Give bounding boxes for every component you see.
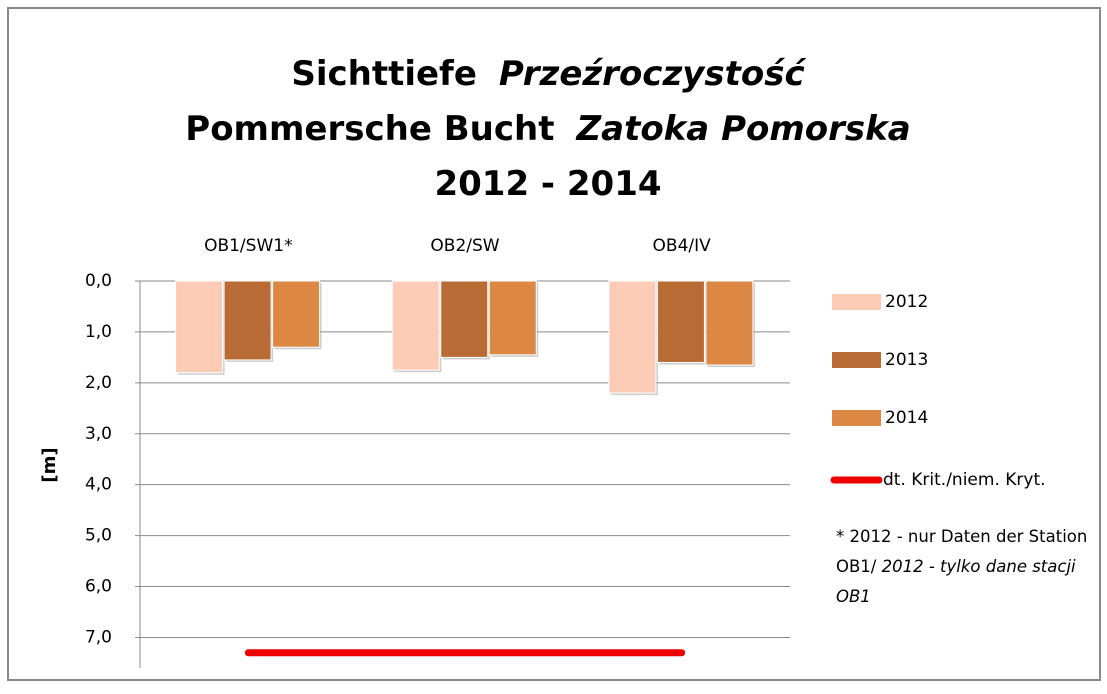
category-label: OB2/SW bbox=[430, 236, 499, 256]
legend-label: 2013 bbox=[885, 350, 928, 370]
chart-title: Pommersche Bucht Zatoka Pomorska bbox=[185, 109, 910, 149]
y-tick-label: 3,0 bbox=[85, 424, 112, 444]
chart-title: 2012 - 2014 bbox=[434, 164, 661, 204]
footnote-text: * 2012 - nur Daten der Station OB1/ bbox=[836, 527, 1088, 576]
bar bbox=[488, 280, 537, 356]
legend-label: 2014 bbox=[885, 408, 928, 428]
bar bbox=[440, 280, 489, 358]
y-tick-label: 6,0 bbox=[85, 577, 112, 597]
title-part: 2012 - 2014 bbox=[434, 164, 661, 204]
y-tick-label: 2,0 bbox=[85, 373, 112, 393]
category-label: OB1/SW1* bbox=[204, 236, 293, 256]
bar bbox=[705, 280, 754, 366]
bar bbox=[175, 280, 224, 374]
legend-label: 2012 bbox=[885, 292, 928, 312]
legend-swatch bbox=[832, 294, 881, 310]
title-part: Sichttiefe bbox=[291, 54, 477, 94]
footnote-italic: 2012 - tylko dane stacji OB1 bbox=[836, 557, 1076, 606]
y-axis-label: [m] bbox=[39, 447, 60, 482]
bar bbox=[391, 280, 440, 371]
category-label: OB4/IV bbox=[653, 236, 712, 256]
title-part: Przeźroczystość bbox=[499, 54, 807, 94]
legend-label: dt. Krit./niem. Kryt. bbox=[883, 470, 1046, 490]
legend-swatch bbox=[832, 410, 881, 426]
y-tick-label: 0,0 bbox=[85, 271, 112, 291]
title-part: Pommersche Bucht bbox=[185, 109, 554, 149]
y-tick-label: 7,0 bbox=[85, 627, 112, 647]
y-tick-label: 5,0 bbox=[85, 526, 112, 546]
y-tick-label: 4,0 bbox=[85, 475, 112, 495]
bar bbox=[272, 280, 321, 348]
chart-title: Sichttiefe Przeźroczystość bbox=[291, 54, 806, 94]
bar bbox=[608, 280, 657, 394]
legend-swatch bbox=[832, 352, 881, 368]
y-tick-label: 1,0 bbox=[85, 322, 112, 342]
bar bbox=[656, 280, 705, 363]
bar bbox=[223, 280, 272, 361]
footnote: * 2012 - nur Daten der Station OB1/ 2012… bbox=[836, 522, 1096, 612]
title-part: Zatoka Pomorska bbox=[575, 109, 910, 149]
